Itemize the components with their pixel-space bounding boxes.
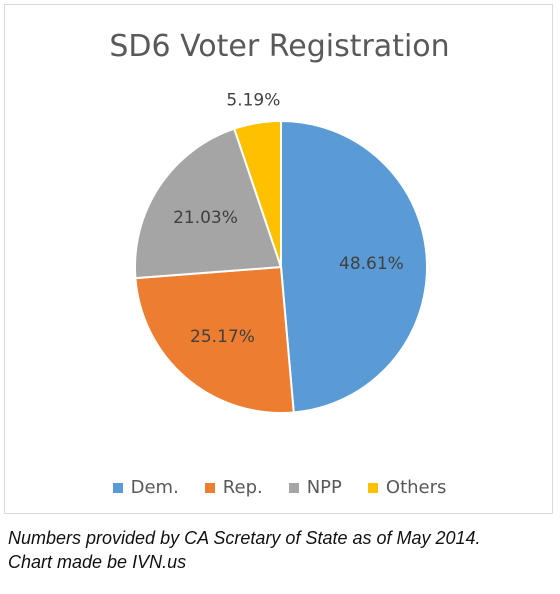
pie-slice-others [232, 119, 282, 268]
legend-label: NPP [306, 477, 342, 498]
legend-label: Others [385, 477, 447, 498]
legend-item-npp: NPP [288, 477, 342, 498]
pie-slice-dem [280, 119, 428, 414]
chart-caption: Numbers provided by CA Scretary of State… [8, 526, 481, 574]
legend-swatch [288, 482, 299, 493]
legend-item-others: Others [367, 477, 447, 498]
legend-label: Dem. [130, 477, 179, 498]
pie-slice-rep [134, 265, 295, 414]
legend-swatch [204, 482, 215, 493]
chart-frame: SD6 Voter Registration 48.61% 25.17% 21.03… [4, 4, 553, 514]
caption-line-1: Numbers provided by CA Scretary of State… [8, 528, 481, 548]
data-label-dem: 48.61% [339, 254, 404, 274]
legend-item-dem: Dem. [112, 477, 179, 498]
legend-label: Rep. [222, 477, 263, 498]
pie-slice-npp [134, 127, 283, 280]
legend-swatch [112, 482, 123, 493]
chart-legend: Dem. Rep. NPP Others [5, 477, 554, 498]
caption-line-2: Chart made be IVN.us [8, 552, 187, 572]
legend-item-rep: Rep. [204, 477, 263, 498]
pie-chart: 48.61% 25.17% 21.03% 5.19% [134, 90, 428, 414]
data-label-rep: 25.17% [190, 327, 255, 347]
data-label-npp: 21.03% [173, 208, 238, 228]
data-label-others: 5.19% [226, 90, 280, 110]
legend-swatch [367, 482, 378, 493]
chart-title: SD6 Voter Registration [109, 29, 450, 64]
